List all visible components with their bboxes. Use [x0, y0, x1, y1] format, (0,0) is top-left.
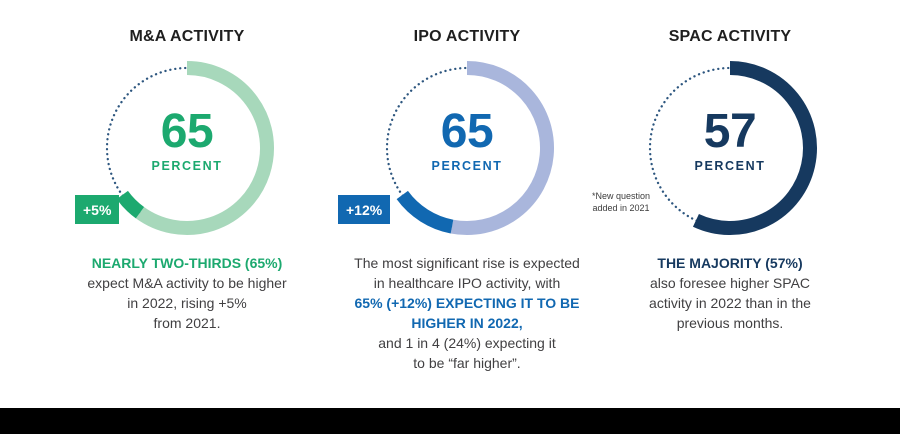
- percent-unit: PERCENT: [151, 158, 223, 173]
- donut-center-label: 57 PERCENT: [640, 58, 820, 238]
- donut-chart-ipo: 65 PERCENT: [377, 58, 557, 238]
- donut-center-label: 65 PERCENT: [377, 58, 557, 238]
- description-line: to be “far higher”.: [413, 355, 521, 371]
- donut-center-label: 65 PERCENT: [97, 58, 277, 238]
- description-line: NEARLY TWO-THIRDS (65%): [91, 255, 283, 271]
- description-line: previous months.: [676, 315, 784, 331]
- description-line: HIGHER IN 2022,: [411, 315, 523, 331]
- percent-value: 57: [703, 104, 757, 158]
- description-line: 65% (+12%) EXPECTING IT TO BE: [354, 295, 580, 311]
- chart-description: THE MAJORITY (57%) also foresee higher SP…: [580, 253, 880, 333]
- description-line: in 2022, rising +5%: [127, 295, 247, 311]
- delta-badge: +5%: [75, 195, 120, 224]
- description-line: expect M&A activity to be higher: [87, 275, 287, 291]
- description-line: in healthcare IPO activity, with: [373, 275, 561, 291]
- delta-badge: +12%: [338, 195, 391, 224]
- donut-svg-spac: [648, 61, 817, 235]
- chart-column-ma: M&A ACTIVITY 65 PERCENT +5% NEARLY TWO-T…: [37, 0, 337, 408]
- donut-svg-ipo: [385, 61, 555, 235]
- donut-chart-ma: 65 PERCENT: [97, 58, 277, 238]
- footer-bar: [0, 408, 900, 434]
- chart-title-spac: SPAC ACTIVITY: [668, 28, 792, 45]
- description-line: and 1 in 4 (24%) expecting it: [378, 335, 556, 351]
- description-line: THE MAJORITY (57%): [657, 255, 803, 271]
- description-line: The most significant rise is expected: [354, 255, 580, 271]
- percent-unit: PERCENT: [431, 158, 503, 173]
- chart-description: NEARLY TWO-THIRDS (65%) expect M&A activi…: [37, 253, 337, 333]
- description-line: activity in 2022 than in the: [649, 295, 811, 311]
- chart-title-ma: M&A ACTIVITY: [129, 28, 245, 45]
- chart-title-ipo: IPO ACTIVITY: [413, 28, 521, 45]
- donut-svg-ma: [105, 61, 274, 235]
- chart-column-ipo: IPO ACTIVITY 65 PERCENT +12% The most si…: [317, 0, 617, 408]
- percent-value: 65: [160, 104, 214, 158]
- description-line: from 2021.: [153, 315, 221, 331]
- description-line: also foresee higher SPAC: [649, 275, 811, 291]
- chart-column-spac: SPAC ACTIVITY 57 PERCENT *New question a…: [580, 0, 880, 408]
- chart-note: *New question added in 2021: [591, 191, 651, 213]
- percent-value: 65: [440, 104, 494, 158]
- donut-chart-spac: 57 PERCENT: [640, 58, 820, 238]
- chart-description: The most significant rise is expected in …: [317, 253, 617, 373]
- percent-unit: PERCENT: [694, 158, 766, 173]
